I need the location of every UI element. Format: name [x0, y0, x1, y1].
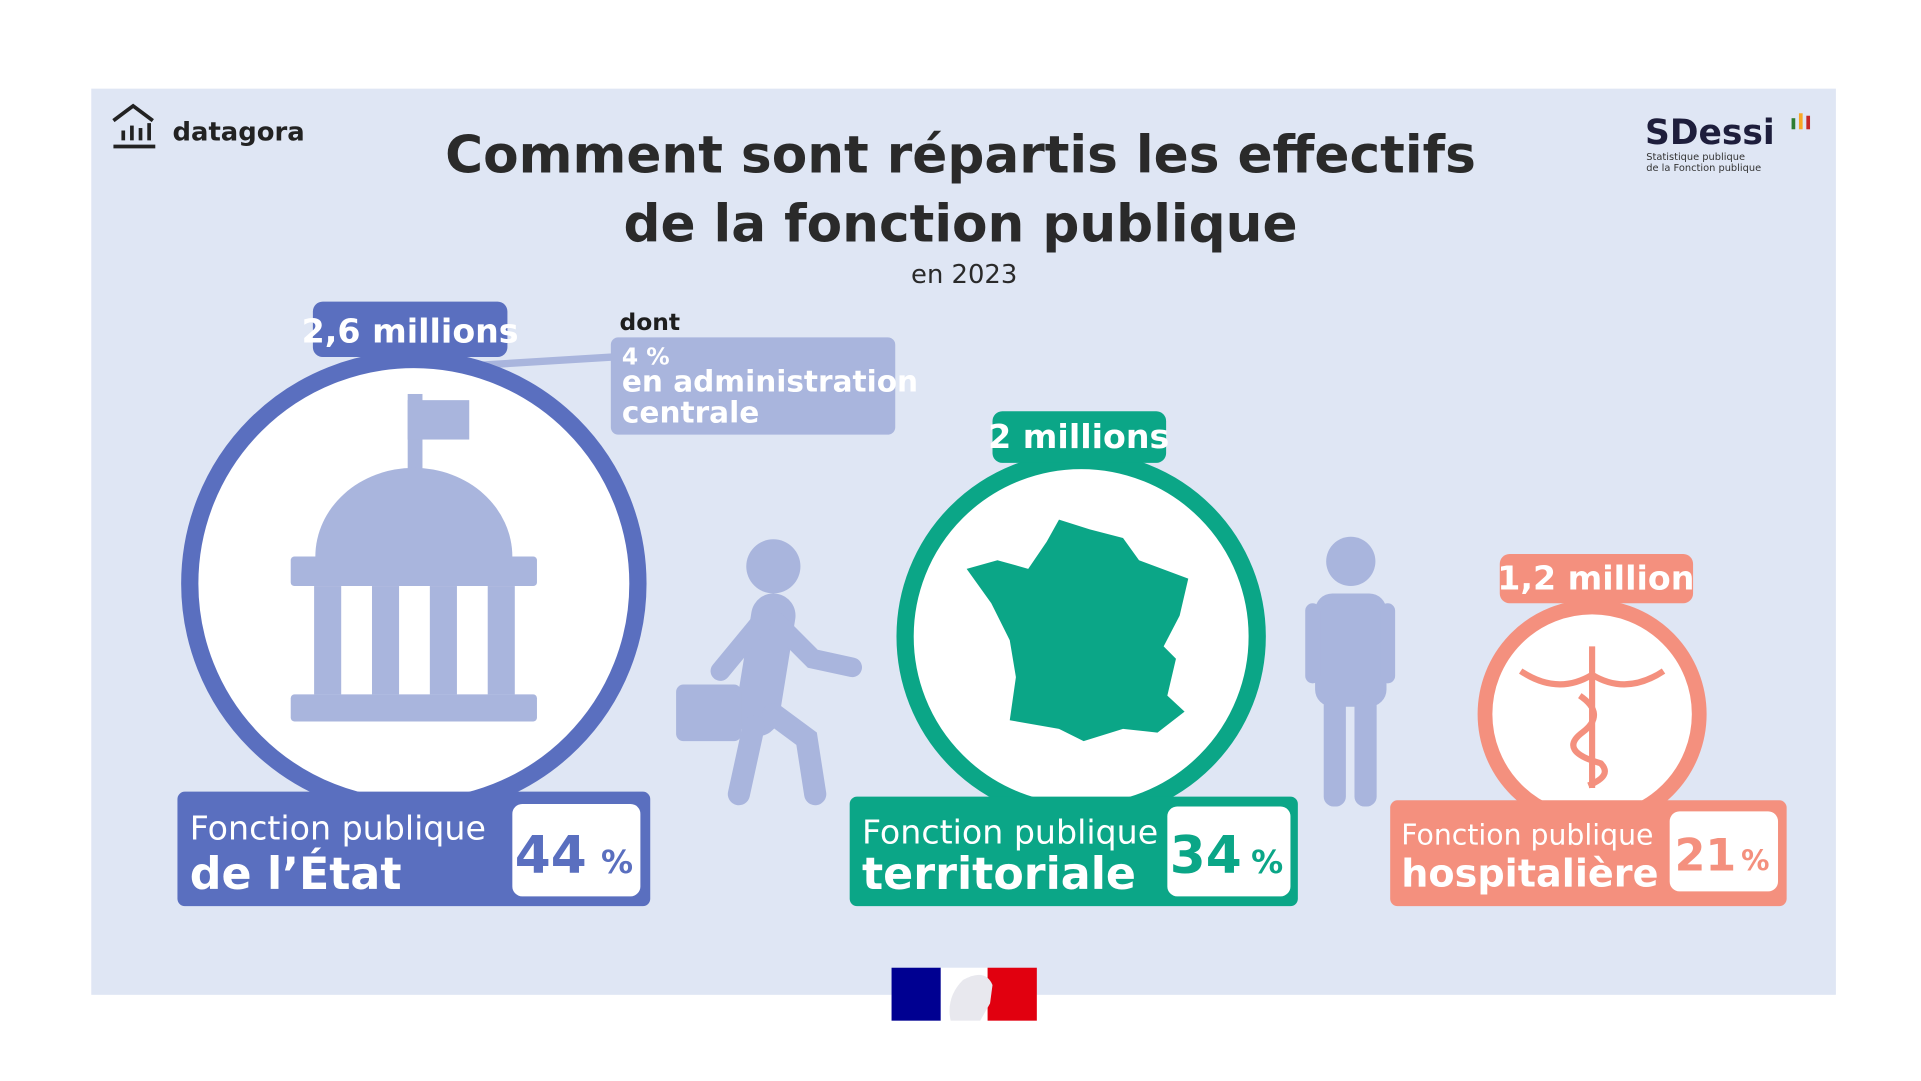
note-line: en administration [622, 365, 918, 399]
brand-icon [112, 103, 156, 149]
label-line: Fonction publique [1401, 819, 1653, 852]
logo-bar [1798, 113, 1803, 130]
walker-icon [676, 539, 863, 806]
label-line: territoriale [862, 849, 1136, 900]
label-line: Fonction publique [190, 809, 486, 848]
republic-logo [891, 967, 1037, 1021]
building-icon [290, 393, 537, 722]
share-unit: % [1251, 843, 1283, 881]
share: 21 [1675, 830, 1737, 881]
label-line: de l’État [190, 847, 402, 900]
count: 2 millions [988, 417, 1169, 456]
note-line: centrale [622, 395, 759, 429]
share: 34 [1170, 826, 1242, 886]
note-box [610, 337, 896, 435]
logo-bar [1791, 118, 1796, 130]
title: de la fonction publique [623, 194, 1297, 254]
share-unit: % [1741, 844, 1769, 877]
subtitle: en 2023 [911, 260, 1017, 290]
count-badge [312, 301, 508, 358]
brand: datagora [173, 117, 305, 147]
logo-line: de la Fonction publique [1646, 163, 1761, 174]
note-line: 4 % [622, 342, 670, 370]
logo-name: SDessi [1645, 113, 1775, 153]
logo-line: Statistique publique [1646, 152, 1745, 163]
doctor-icon [1305, 536, 1396, 807]
logo-bar [1806, 115, 1811, 130]
count: 1,2 million [1497, 559, 1694, 598]
count: 2,6 millions [302, 311, 519, 350]
share-box [1669, 811, 1779, 892]
share: 44 [515, 826, 587, 886]
label-line: Fonction publique [862, 812, 1158, 851]
count-badge [1499, 554, 1694, 604]
label-line: hospitalière [1401, 851, 1658, 895]
share-unit: % [601, 843, 633, 881]
title: Comment sont répartis les effectifs [445, 125, 1476, 185]
caduceus-icon [1518, 646, 1666, 789]
count-badge [992, 411, 1167, 463]
note-intro: dont [619, 308, 680, 336]
france-icon [966, 519, 1189, 742]
share-box [512, 803, 641, 897]
share-box [1167, 806, 1291, 897]
